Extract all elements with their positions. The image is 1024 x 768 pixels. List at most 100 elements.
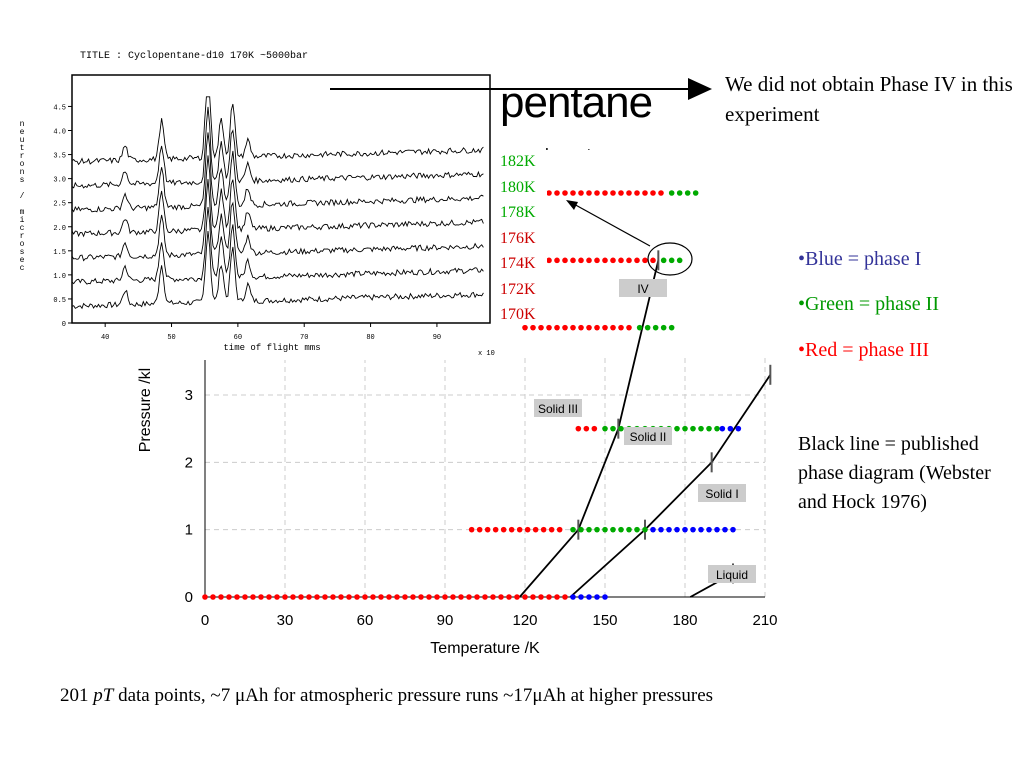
inset-x-scale-note: x 10 [478, 350, 495, 358]
data-point-phase-I [698, 526, 704, 533]
diffraction-trace [71, 106, 484, 189]
inset-y-tick-label: 1.5 [53, 249, 66, 257]
data-point-phase-III [468, 526, 475, 533]
data-point-phase-III [466, 594, 472, 600]
region-label-bg [534, 399, 582, 417]
x-tick-label: 90 [437, 612, 454, 629]
x-tick-label: 210 [752, 612, 777, 629]
inset-frame [71, 74, 491, 324]
data-point-phase-III [508, 526, 515, 533]
pointer-arrow-head [566, 200, 578, 210]
region-label-bg [624, 427, 672, 445]
data-point-phase-I [690, 526, 696, 533]
data-point-phase-II [674, 425, 680, 432]
data-point-phase-III [610, 257, 616, 264]
data-point-phase-III [554, 324, 560, 331]
data-point-phase-III [562, 594, 568, 600]
data-point-phase-I [594, 594, 600, 600]
data-point-phase-III [434, 594, 440, 600]
data-point-phase-III [482, 594, 488, 600]
data-point-phase-III [618, 190, 624, 196]
temperature-label: 172K [500, 280, 536, 298]
slide-title: pentane [500, 78, 653, 127]
inset-x-tick-label: 50 [167, 334, 175, 342]
data-point-phase-III [266, 594, 272, 600]
data-point-phase-III [290, 594, 296, 600]
data-point-phase-II [642, 526, 648, 533]
x-tick-label: 0 [201, 612, 209, 629]
data-point-phase-III [658, 190, 664, 196]
inset-y-axis-title-char: u [20, 136, 25, 145]
inset-y-tick-label: 1.0 [53, 273, 66, 281]
inset-y-tick-label: 4.5 [53, 104, 66, 112]
data-point-phase-III [402, 594, 408, 600]
y-tick-label: 0 [185, 589, 193, 606]
data-point-phase-III [594, 190, 600, 196]
data-point-phase-III [562, 190, 568, 196]
data-point-phase-III [548, 526, 555, 533]
data-point-phase-III [500, 526, 507, 533]
data-point-phase-III [650, 257, 656, 264]
data-point-phase-III [378, 594, 384, 600]
inset-y-tick-label: 0 [62, 321, 66, 329]
x-tick-label: 180 [672, 612, 697, 629]
data-point-phase-III [546, 324, 552, 331]
y-axis-title: Pressure /kl [137, 368, 154, 452]
data-point-phase-III [642, 257, 648, 264]
data-point-phase-II [644, 324, 651, 331]
data-point-phase-III [610, 324, 616, 331]
footer-prefix: 201 [60, 685, 94, 706]
published-line-III-II [518, 260, 660, 598]
data-point-phase-III [602, 190, 608, 196]
data-point-phase-III [626, 257, 632, 264]
inset-y-tick-label: 4.0 [53, 129, 66, 137]
data-point-phase-II [660, 257, 667, 264]
data-point-phase-III [562, 257, 568, 264]
data-point-phase-II [586, 526, 592, 533]
data-point-phase-III [626, 190, 632, 196]
region-label: Solid II [630, 430, 667, 444]
data-point-phase-II [668, 324, 675, 331]
inset-y-axis-title-char: r [20, 152, 25, 161]
x-tick-label: 60 [357, 612, 374, 629]
inset-y-axis-title-char: s [20, 248, 25, 257]
data-point-phase-I [682, 526, 688, 533]
data-point-phase-II [602, 526, 608, 533]
data-point-phase-III [538, 594, 544, 600]
data-point-phase-III [250, 594, 256, 600]
data-point-phase-III [610, 190, 616, 196]
region-label-bg [619, 279, 667, 297]
region-label: Solid III [538, 402, 578, 416]
inset-y-axis-title-char: c [20, 264, 25, 273]
data-point-phase-I [666, 526, 672, 533]
data-point-phase-III [476, 526, 483, 533]
data-point-phase-I [570, 594, 576, 600]
data-point-phase-III [516, 526, 523, 533]
data-point-phase-I [602, 594, 608, 600]
data-point-phase-III [575, 425, 582, 432]
data-point-phase-II [618, 425, 624, 432]
data-point-phase-III [274, 594, 280, 600]
data-point-phase-III [450, 594, 456, 600]
temperature-label: 174K [500, 255, 536, 272]
data-point-phase-III [546, 257, 552, 264]
temperature-label-column: 182K 180K 178K 176K 174K 172K 170K [497, 150, 547, 325]
data-point-phase-III [370, 594, 376, 600]
data-point-phase-III [642, 190, 648, 196]
data-point-phase-III [618, 257, 624, 264]
inset-x-tick-label: 70 [300, 334, 308, 342]
pointer-line [571, 202, 651, 247]
data-point-phase-I [735, 425, 742, 432]
inset-y-tick-label: 0.5 [53, 297, 66, 305]
data-point-phase-II [714, 425, 720, 432]
inset-y-axis-title-char: e [20, 128, 25, 137]
temperature-label: 176K [500, 229, 536, 247]
data-point-phase-III [546, 190, 552, 196]
data-point-phase-II [692, 190, 699, 196]
inset-x-tick-label: 80 [366, 334, 374, 342]
data-point-phase-II [684, 190, 691, 196]
data-point-phase-III [586, 190, 592, 196]
data-point-phase-II [698, 425, 704, 432]
data-point-phase-III [556, 526, 563, 533]
